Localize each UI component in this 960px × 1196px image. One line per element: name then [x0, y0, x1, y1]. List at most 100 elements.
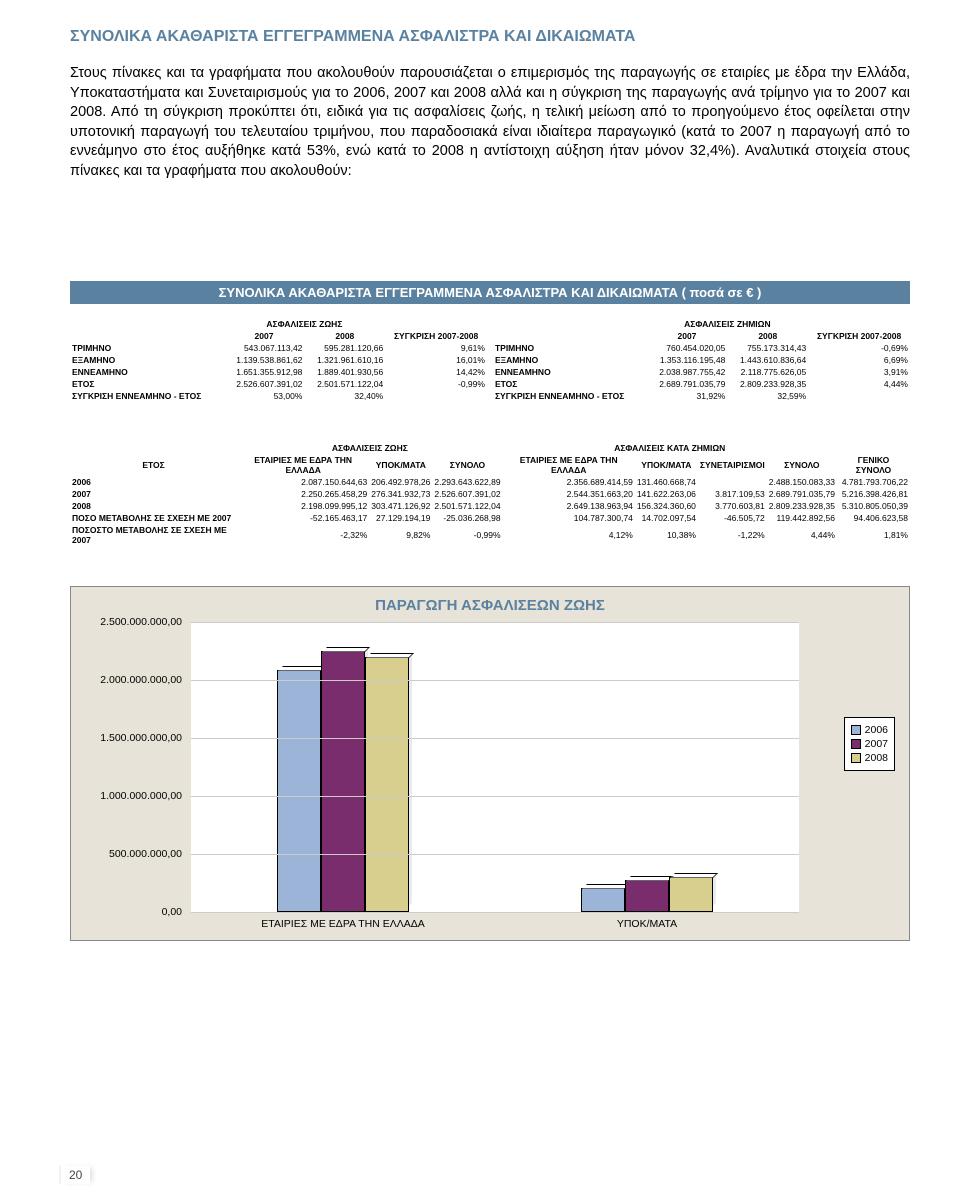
- t1-cmp-r: ΣΥΓΚΡΙΣΗ 2007-2008: [808, 330, 910, 342]
- t2-pct-r4: 1,81%: [837, 524, 910, 546]
- t2-cell: 3.770.603,81: [698, 500, 767, 512]
- t2-cell: 2.250.265.458,29: [237, 488, 369, 500]
- t2-cell: 2.356.689.414,59: [503, 476, 635, 488]
- t2-c-r0: ΕΤΑΙΡΙΕΣ ΜΕ ΕΔΡΑ ΤΗΝ ΕΛΛΑΔΑ: [503, 454, 635, 476]
- t2-left-head: ΑΣΦΑΛΙΣΕΙΣ ΖΩΗΣ: [237, 442, 503, 454]
- y-tick-label: 2.500.000.000,00: [100, 616, 182, 628]
- x-tick-label: ΕΤΑΙΡΙΕΣ ΜΕ ΕΔΡΑ ΤΗΝ ΕΛΛΑΔΑ: [191, 918, 495, 930]
- t2-delta-label: ΠΟΣΟ ΜΕΤΑΒΟΛΗΣ ΣΕ ΣΧΕΣΗ ΜΕ 2007: [70, 512, 237, 524]
- t1-foot-r0: 31,92%: [647, 390, 728, 402]
- legend-label: 2006: [865, 724, 888, 736]
- t2-pct-l2: -0,99%: [432, 524, 502, 546]
- t1-cell: 6,69%: [808, 354, 910, 366]
- t1-right-head: ΑΣΦΑΛΙΣΕΙΣ ΖΗΜΙΩΝ: [647, 318, 809, 330]
- legend-row: 2008: [851, 752, 888, 764]
- t2-cell: 2.544.351.663,20: [503, 488, 635, 500]
- t1-col-2007-l: 2007: [224, 330, 305, 342]
- t2-cell: 2.293.643.622,89: [432, 476, 502, 488]
- t2-cell: 2.488.150.083,33: [767, 476, 837, 488]
- t1-row-label: ΕΤΟΣ: [493, 378, 647, 390]
- comparison-table: ΑΣΦΑΛΙΣΕΙΣ ΖΩΗΣ ΑΣΦΑΛΙΣΕΙΣ ΖΗΜΙΩΝ 2007 2…: [70, 318, 910, 402]
- t2-c-r1: ΥΠΟΚ/ΜΑΤΑ: [635, 454, 698, 476]
- t1-cell: -0,69%: [808, 342, 910, 354]
- t2-cell: 2.087.150.644,63: [237, 476, 369, 488]
- t2-delta-r4: 94.406.623,58: [837, 512, 910, 524]
- t2-pct-label: ΠΟΣΟΣΤΟ ΜΕΤΑΒΟΛΗΣ ΣΕ ΣΧΕΣΗ ΜΕ 2007: [70, 524, 237, 546]
- body-paragraph: Στους πίνακες και τα γραφήματα που ακολο…: [70, 64, 910, 181]
- chart-life-production: ΠΑΡΑΓΩΓΗ ΑΣΦΑΛΙΣΕΩΝ ΖΩΗΣ 0,00500.000.000…: [70, 586, 910, 941]
- t2-c-l3: ΣΥΝΟΛΟ: [432, 454, 502, 476]
- t1-row-label: ΕΝΝΕΑΜΗΝΟ: [70, 366, 224, 378]
- page-title: ΣΥΝΟΛΙΚΑ ΑΚΑΘΑΡΙΣΤΑ ΕΓΓΕΓΡΑΜΜΕΝΑ ΑΣΦΑΛΙΣ…: [70, 28, 910, 46]
- chart-bars: [191, 622, 799, 912]
- t2-cell: 4.781.793.706,22: [837, 476, 910, 488]
- t1-cell: 1.353.116.195,48: [647, 354, 728, 366]
- table-title-1: ΣΥΝΟΛΙΚΑ ΑΚΑΘΑΡΙΣΤΑ ΕΓΓΕΓΡΑΜΜΕΝΑ ΑΣΦΑΛΙΣ…: [70, 281, 910, 304]
- x-tick-label: ΥΠΟΚ/ΜΑΤΑ: [495, 918, 799, 930]
- t2-pct-l0: -2,32%: [237, 524, 369, 546]
- legend-label: 2008: [865, 752, 888, 764]
- t1-cell: 2.501.571.122,04: [304, 378, 385, 390]
- t2-row-label: 2007: [70, 488, 237, 500]
- t2-delta-r3: 119.442.892,56: [767, 512, 837, 524]
- t1-foot-r1: 32,59%: [727, 390, 808, 402]
- t2-delta-r2: -46.505,72: [698, 512, 767, 524]
- chart-title: ΠΑΡΑΓΩΓΗ ΑΣΦΑΛΙΣΕΩΝ ΖΩΗΣ: [81, 597, 899, 614]
- t1-foot-label-l: ΣΥΓΚΡΙΣΗ ΕΝΝΕΑΜΗΝΟ - ΕΤΟΣ: [70, 390, 224, 402]
- t2-right-head: ΑΣΦΑΛΙΣΕΙΣ ΚΑΤΑ ΖΗΜΙΩΝ: [503, 442, 837, 454]
- t2-cell: 2.198.099.995,12: [237, 500, 369, 512]
- bar: [277, 670, 321, 912]
- t2-c-r3: ΣΥΝΟΛΟ: [767, 454, 837, 476]
- t2-pct-r2: -1,22%: [698, 524, 767, 546]
- t1-cell: -0,99%: [385, 378, 487, 390]
- totals-table: ΑΣΦΑΛΙΣΕΙΣ ΖΩΗΣ ΑΣΦΑΛΙΣΕΙΣ ΚΑΤΑ ΖΗΜΙΩΝ Ε…: [70, 442, 910, 546]
- t1-cell: 2.038.987.755,42: [647, 366, 728, 378]
- t2-c-r2: ΣΥΝΕΤΑΙΡΙΣΜΟΙ: [698, 454, 767, 476]
- chart-legend: 2006 2007 2008: [844, 717, 895, 771]
- t1-col-2008-r: 2008: [727, 330, 808, 342]
- t2-cell: 2.689.791.035,79: [767, 488, 837, 500]
- t2-cell: 2.809.233.928,35: [767, 500, 837, 512]
- t2-row-label: 2006: [70, 476, 237, 488]
- bar: [669, 877, 713, 912]
- t1-cell: 1.443.610.836,64: [727, 354, 808, 366]
- t2-cell: 206.492.978,26: [369, 476, 432, 488]
- t2-pct-l1: 9,82%: [369, 524, 432, 546]
- t2-pct-r3: 4,44%: [767, 524, 837, 546]
- t2-delta-r0: 104.787.300,74: [503, 512, 635, 524]
- t1-cell: 1.139.538.861,62: [224, 354, 305, 366]
- t1-left-head: ΑΣΦΑΛΙΣΕΙΣ ΖΩΗΣ: [224, 318, 386, 330]
- t2-cell: 3.817.109,53: [698, 488, 767, 500]
- t1-col-2007-r: 2007: [647, 330, 728, 342]
- t2-cell: 276.341.932,73: [369, 488, 432, 500]
- t2-cell: 131.460.668,74: [635, 476, 698, 488]
- t2-c-l0: ΕΤΟΣ: [70, 454, 237, 476]
- t2-c-l1: ΕΤΑΙΡΙΕΣ ΜΕ ΕΔΡΑ ΤΗΝ ΕΛΛΑΔΑ: [237, 454, 369, 476]
- legend-row: 2006: [851, 724, 888, 736]
- legend-swatch: [851, 739, 861, 749]
- t1-row-label: ΕΝΝΕΑΜΗΝΟ: [493, 366, 647, 378]
- t1-cell: 1.651.355.912,98: [224, 366, 305, 378]
- bar-group: [191, 622, 495, 912]
- t2-c-l2: ΥΠΟΚ/ΜΑΤΑ: [369, 454, 432, 476]
- t1-cell: 2.689.791.035,79: [647, 378, 728, 390]
- t1-cell: 1.889.401.930,56: [304, 366, 385, 378]
- legend-row: 2007: [851, 738, 888, 750]
- t2-c-r4: ΓΕΝΙΚΟ ΣΥΝΟΛΟ: [837, 454, 910, 476]
- t2-cell: 303.471.126,92: [369, 500, 432, 512]
- bar: [321, 651, 365, 912]
- y-tick-label: 500.000.000,00: [109, 848, 182, 860]
- t2-cell: 2.526.607.391,02: [432, 488, 502, 500]
- legend-swatch: [851, 753, 861, 763]
- t2-delta-l1: 27.129.194,19: [369, 512, 432, 524]
- t1-cell: 16,01%: [385, 354, 487, 366]
- t2-cell: [698, 476, 767, 488]
- page: ΣΥΝΟΛΙΚΑ ΑΚΑΘΑΡΙΣΤΑ ΕΓΓΕΓΡΑΜΜΕΝΑ ΑΣΦΑΛΙΣ…: [0, 0, 960, 1196]
- t2-pct-r0: 4,12%: [503, 524, 635, 546]
- t2-cell: 5.216.398.426,81: [837, 488, 910, 500]
- t2-cell: 141.622.263,06: [635, 488, 698, 500]
- chart-plot: [191, 622, 799, 912]
- t2-cell: 156.324.360,60: [635, 500, 698, 512]
- bar-group: [495, 622, 799, 912]
- t1-cell: 9,61%: [385, 342, 487, 354]
